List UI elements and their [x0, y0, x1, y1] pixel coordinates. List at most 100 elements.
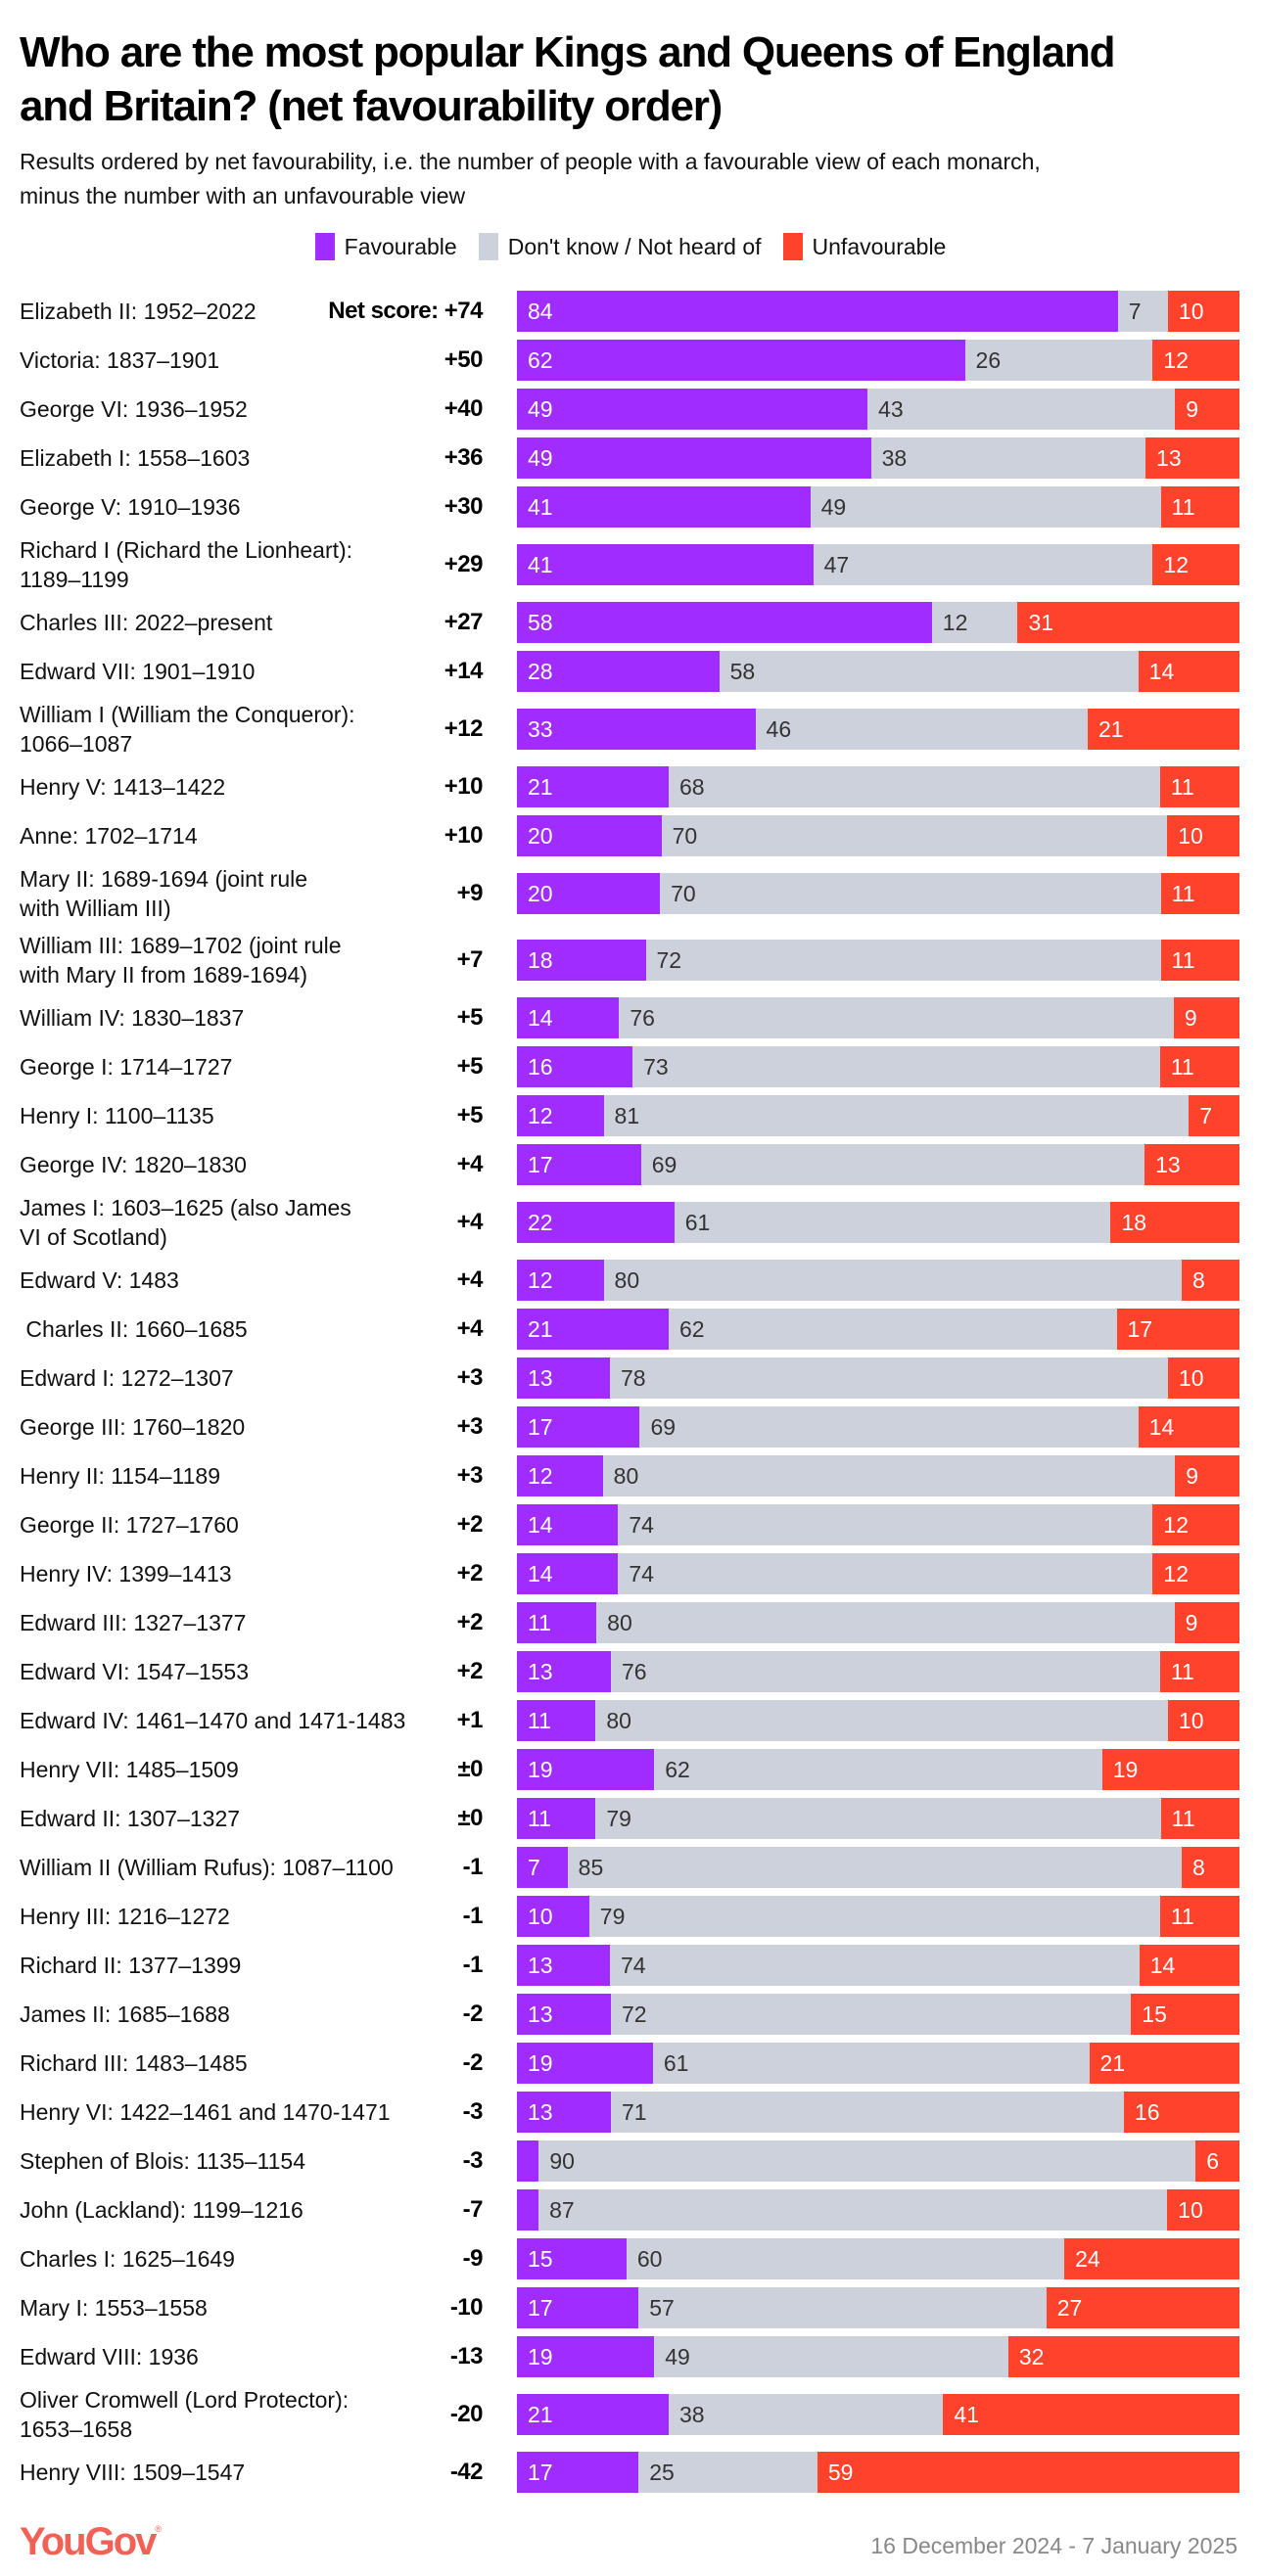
bar-segment-favourable: 33 — [517, 709, 756, 750]
net-score: +30 — [444, 493, 484, 520]
bar-segment-dont-know: 49 — [654, 2336, 1008, 2377]
bar-segment-unfavourable: 31 — [1017, 602, 1239, 643]
stacked-bar: 21 68 11 — [517, 766, 1239, 807]
yougov-logo: YouGov® — [20, 2520, 162, 2564]
bar-segment-favourable: 14 — [517, 997, 620, 1038]
bar-segment-dont-know: 43 — [867, 389, 1176, 430]
stacked-bar: 20 70 10 — [517, 815, 1239, 856]
data-label: 79 — [599, 1904, 626, 1929]
monarch-label: Edward IV: 1461–1470 and 1471-1483 — [20, 1705, 431, 1736]
net-score: +29 — [444, 551, 484, 577]
net-score: -10 — [449, 2294, 484, 2321]
net-score: -13 — [449, 2343, 484, 2369]
stacked-bar: 11 80 10 — [517, 1700, 1239, 1741]
data-label: 12 — [528, 1103, 553, 1128]
survey-date: 16 December 2024 - 7 January 2025 — [870, 2533, 1238, 2558]
data-label: 15 — [528, 2246, 553, 2272]
data-label: 69 — [650, 1414, 677, 1440]
monarch-label: John (Lackland): 1199–1216 — [20, 2194, 431, 2226]
monarch-label: Henry III: 1216–1272 — [20, 1901, 431, 1932]
data-label: 19 — [1112, 1757, 1139, 1782]
data-label: 74 — [629, 1512, 654, 1538]
data-label: 49 — [528, 445, 553, 471]
data-label: 41 — [528, 494, 553, 520]
monarch-label: Mary II: 1689-1694 (joint rule with Willi… — [20, 862, 431, 925]
bar-segment-favourable: 13 — [517, 1994, 611, 2035]
monarch-label-line: Edward V: 1483 — [20, 1267, 179, 1293]
legend-label: Favourable — [344, 233, 457, 259]
monarch-label-line: VI of Scotland) — [20, 1224, 167, 1250]
monarch-label-line: George II: 1727–1760 — [20, 1512, 239, 1538]
bar-segment-dont-know: 81 — [603, 1095, 1190, 1136]
monarch-label-line: Henry I: 1100–1135 — [20, 1103, 214, 1128]
bar-segment-favourable: 19 — [517, 1749, 655, 1790]
bar-segment-favourable: 20 — [517, 873, 661, 914]
bar-segment-dont-know: 69 — [640, 1144, 1145, 1185]
net-score: -9 — [462, 2245, 484, 2272]
data-label: 9 — [1185, 1610, 1198, 1635]
net-score: +2 — [456, 1658, 484, 1684]
bar-segment-dont-know: 12 — [931, 602, 1018, 643]
monarch-label: William III: 1689–1702 (joint rule with M… — [20, 929, 431, 991]
bar-segment-unfavourable: 41 — [943, 2394, 1239, 2435]
data-label: 87 — [549, 2197, 575, 2223]
data-label: 16 — [1134, 2099, 1160, 2125]
data-label: 22 — [528, 1210, 553, 1235]
data-label: 14 — [1149, 1953, 1176, 1978]
data-label: 21 — [528, 774, 553, 800]
net-score: ±0 — [457, 1756, 483, 1782]
monarch-label-line: Henry IV: 1399–1413 — [20, 1561, 232, 1587]
stacked-bar: 87 10 — [517, 2189, 1239, 2231]
monarch-label: Anne: 1702–1714 — [20, 820, 431, 851]
data-label: 76 — [630, 1005, 655, 1031]
stacked-bar: 90 6 — [517, 2140, 1239, 2182]
stacked-bar: 7 85 8 — [517, 1847, 1239, 1888]
bar-segment-unfavourable: 59 — [817, 2452, 1239, 2493]
legend-item-favourable: Favourable — [314, 233, 457, 260]
monarch-label-line: Henry III: 1216–1272 — [20, 1904, 230, 1929]
bar-segment-unfavourable: 9 — [1175, 1455, 1239, 1496]
data-label: 85 — [578, 1855, 604, 1880]
stacked-bar: 62 26 12 — [517, 340, 1239, 381]
data-label: 84 — [528, 299, 553, 324]
data-label: 81 — [614, 1103, 640, 1128]
data-label: 9 — [1186, 1463, 1199, 1489]
bar-segment-favourable: 16 — [517, 1046, 633, 1087]
stacked-bar: 17 25 59 — [517, 2452, 1239, 2493]
net-score: +10 — [444, 773, 484, 800]
stacked-bar: 14 76 9 — [517, 997, 1239, 1038]
monarch-label-line: George IV: 1820–1830 — [20, 1152, 247, 1177]
bar-segment-dont-know: 58 — [719, 651, 1139, 692]
data-label: 58 — [729, 659, 756, 684]
bar-segment-dont-know: 57 — [638, 2287, 1047, 2328]
bar-segment-unfavourable: 10 — [1167, 2189, 1239, 2231]
monarch-label: Oliver Cromwell (Lord Protector): 1653–16… — [20, 2383, 431, 2446]
monarch-label-line: Henry VII: 1485–1509 — [20, 1757, 239, 1782]
bar-segment-unfavourable: 11 — [1159, 1046, 1239, 1087]
bar-segment-unfavourable: 9 — [1174, 1602, 1239, 1643]
monarch-label-line: Edward II: 1307–1327 — [20, 1806, 241, 1831]
net-score: +4 — [456, 1209, 484, 1235]
bar-segment-favourable: 14 — [517, 1504, 619, 1545]
bar-segment-unfavourable: 12 — [1152, 340, 1239, 381]
stacked-bar: 14 74 12 — [517, 1504, 1239, 1545]
monarch-label: Henry II: 1154–1189 — [20, 1460, 431, 1492]
monarch-label: Mary I: 1553–1558 — [20, 2292, 431, 2323]
bar-segment-favourable: 21 — [517, 2394, 669, 2435]
monarch-label-line: Edward VIII: 1936 — [20, 2344, 199, 2369]
bar-segment-dont-know: 74 — [618, 1504, 1153, 1545]
bar-segment-unfavourable: 21 — [1088, 709, 1239, 750]
data-label: 70 — [671, 881, 696, 906]
bar-segment-unfavourable: 8 — [1181, 1847, 1239, 1888]
monarch-label: George I: 1714–1727 — [20, 1051, 431, 1082]
data-label: 62 — [678, 1316, 705, 1342]
bar-segment-favourable: 21 — [517, 766, 669, 807]
data-label: 19 — [528, 1757, 553, 1782]
monarch-label-line: Anne: 1702–1714 — [20, 823, 198, 849]
data-label: 38 — [881, 445, 908, 471]
data-label: 18 — [528, 947, 553, 973]
monarch-label: William IV: 1830–1837 — [20, 1002, 431, 1034]
data-label: 32 — [1018, 2344, 1045, 2369]
bar-segment-favourable: 19 — [517, 2336, 655, 2377]
monarch-label: Edward II: 1307–1327 — [20, 1803, 431, 1834]
